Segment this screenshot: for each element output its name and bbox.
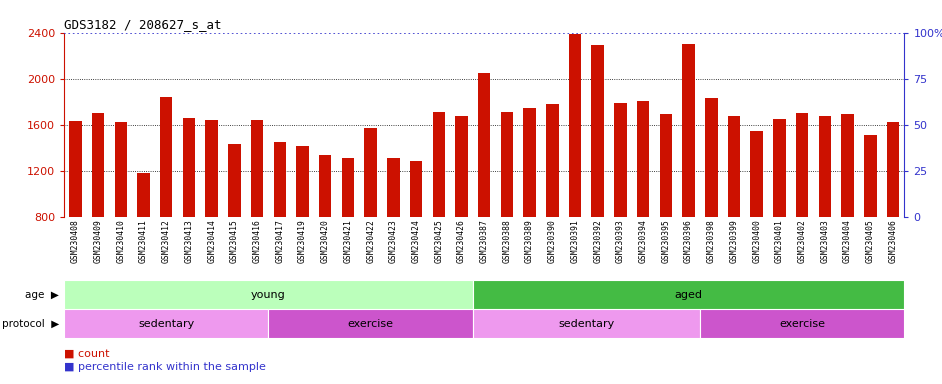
Bar	[705, 98, 718, 309]
Bar	[410, 161, 422, 309]
Text: GSM230398: GSM230398	[706, 220, 716, 263]
Text: GSM230400: GSM230400	[753, 220, 761, 263]
Bar	[700, 309, 904, 338]
Text: GSM230415: GSM230415	[230, 220, 239, 263]
Bar	[614, 103, 626, 309]
Text: GSM230392: GSM230392	[593, 220, 602, 263]
Bar	[69, 121, 82, 309]
Bar	[297, 146, 309, 309]
Bar	[524, 108, 536, 309]
Text: GSM230406: GSM230406	[888, 220, 898, 263]
Bar	[183, 118, 195, 309]
Text: GSM230387: GSM230387	[479, 220, 489, 263]
Text: GSM230404: GSM230404	[843, 220, 853, 263]
Text: GSM230403: GSM230403	[820, 220, 829, 263]
Bar	[773, 119, 786, 309]
Text: GSM230393: GSM230393	[616, 220, 625, 263]
Bar	[728, 116, 740, 309]
Bar	[342, 158, 354, 309]
Bar	[864, 135, 876, 309]
Text: GSM230426: GSM230426	[457, 220, 466, 263]
Text: GSM230411: GSM230411	[139, 220, 148, 263]
Text: GSM230417: GSM230417	[275, 220, 284, 263]
Text: GSM230390: GSM230390	[548, 220, 557, 263]
Text: sedentary: sedentary	[138, 318, 194, 329]
Text: aged: aged	[674, 290, 703, 300]
Text: GSM230424: GSM230424	[412, 220, 420, 263]
Text: GSM230391: GSM230391	[571, 220, 579, 263]
Bar	[841, 114, 853, 309]
Bar	[205, 120, 218, 309]
Bar	[819, 116, 831, 309]
Bar	[592, 45, 604, 309]
Text: ■ percentile rank within the sample: ■ percentile rank within the sample	[64, 362, 266, 372]
Text: sedentary: sedentary	[559, 318, 614, 329]
Bar	[251, 120, 264, 309]
Text: GSM230408: GSM230408	[71, 220, 80, 263]
Bar	[387, 158, 399, 309]
Bar	[92, 113, 105, 309]
Bar	[365, 128, 377, 309]
Bar	[228, 144, 240, 309]
Text: GSM230416: GSM230416	[252, 220, 262, 263]
Text: GSM230396: GSM230396	[684, 220, 693, 263]
Bar	[659, 114, 672, 309]
Text: protocol  ▶: protocol ▶	[2, 318, 59, 329]
Bar	[886, 122, 900, 309]
Bar	[273, 142, 286, 309]
Text: GDS3182 / 208627_s_at: GDS3182 / 208627_s_at	[64, 18, 221, 31]
Text: GSM230388: GSM230388	[502, 220, 512, 263]
Bar	[319, 155, 332, 309]
Text: GSM230405: GSM230405	[866, 220, 875, 263]
Text: GSM230401: GSM230401	[775, 220, 784, 263]
Bar	[64, 280, 473, 309]
Text: GSM230414: GSM230414	[207, 220, 216, 263]
Bar	[432, 112, 445, 309]
Text: GSM230420: GSM230420	[320, 220, 330, 263]
Text: GSM230399: GSM230399	[729, 220, 739, 263]
Bar	[473, 280, 904, 309]
Bar	[569, 34, 581, 309]
Bar	[478, 73, 491, 309]
Text: GSM230402: GSM230402	[798, 220, 806, 263]
Text: GSM230421: GSM230421	[344, 220, 352, 263]
Bar	[455, 116, 468, 309]
Text: age  ▶: age ▶	[25, 290, 59, 300]
Bar	[500, 112, 513, 309]
Text: GSM230389: GSM230389	[525, 220, 534, 263]
Text: GSM230412: GSM230412	[162, 220, 171, 263]
Bar	[637, 101, 649, 309]
Text: GSM230413: GSM230413	[185, 220, 193, 263]
Text: ■ count: ■ count	[64, 348, 109, 358]
Bar	[115, 122, 127, 309]
Text: GSM230394: GSM230394	[639, 220, 648, 263]
Bar	[546, 104, 559, 309]
Text: exercise: exercise	[779, 318, 825, 329]
Bar	[682, 44, 695, 309]
Text: exercise: exercise	[348, 318, 394, 329]
Text: GSM230419: GSM230419	[298, 220, 307, 263]
Text: GSM230422: GSM230422	[366, 220, 375, 263]
Bar	[138, 173, 150, 309]
Bar	[64, 309, 268, 338]
Text: GSM230409: GSM230409	[93, 220, 103, 263]
Text: GSM230423: GSM230423	[389, 220, 398, 263]
Text: GSM230410: GSM230410	[116, 220, 125, 263]
Text: GSM230425: GSM230425	[434, 220, 444, 263]
Bar	[796, 113, 808, 309]
Bar	[473, 309, 700, 338]
Text: young: young	[252, 290, 285, 300]
Bar	[268, 309, 473, 338]
Text: GSM230395: GSM230395	[661, 220, 671, 263]
Bar	[160, 97, 172, 309]
Bar	[751, 131, 763, 309]
